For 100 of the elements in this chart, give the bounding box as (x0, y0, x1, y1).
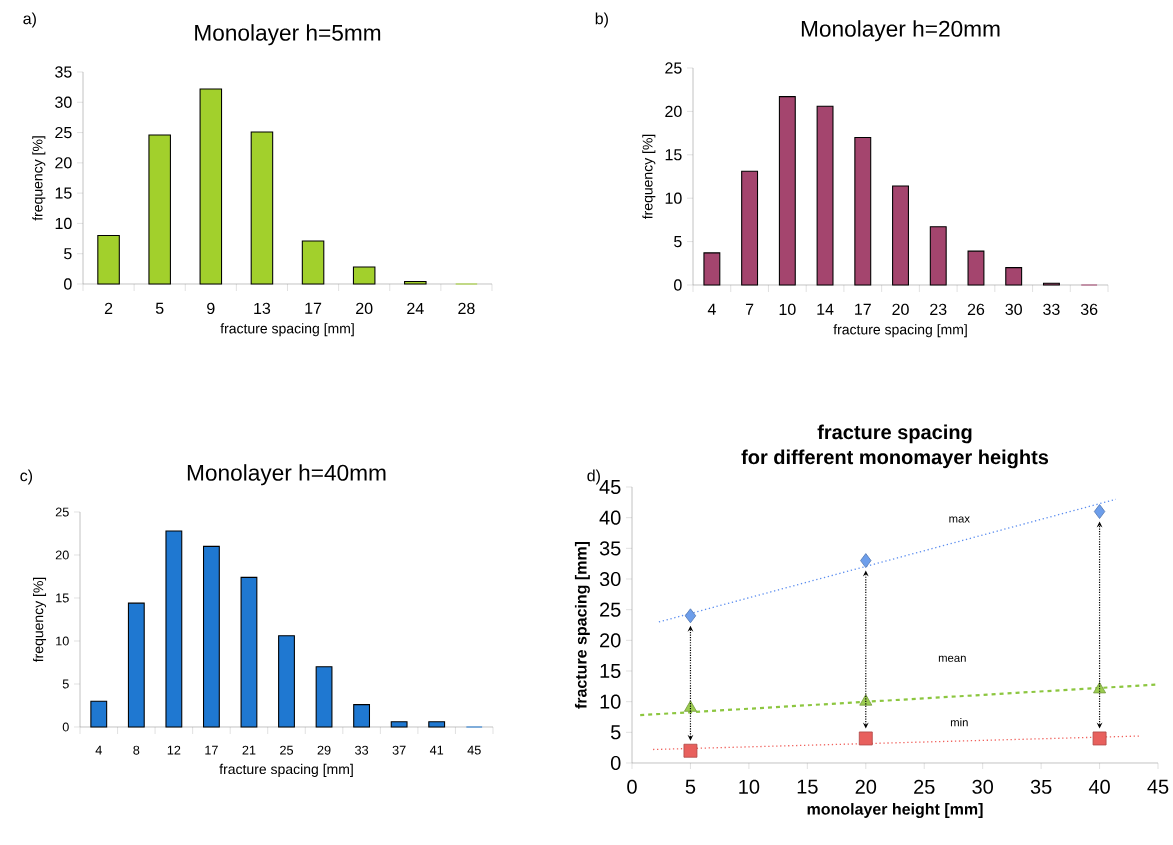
y-axis-title: frequency [%] (33, 577, 47, 663)
y-tick-label: 20 (665, 105, 682, 118)
x-axis-title: fracture spacing [mm] (220, 323, 354, 337)
x-tick-label: 26 (967, 303, 985, 316)
text: mean (938, 655, 966, 662)
point (860, 553, 872, 568)
chart-title: fracture spacing (817, 424, 972, 444)
x-tick-label: 25 (280, 745, 294, 755)
y-tick-label: 0 (610, 755, 621, 771)
x-tick-label: 20 (892, 303, 909, 316)
y-tick-label: 25 (55, 507, 69, 517)
text: a) (23, 12, 36, 28)
x-tick-label: 4 (95, 745, 102, 755)
x-tick-label: 41 (429, 745, 444, 755)
bar (741, 170, 759, 286)
chart-title: Monolayer h=40mm (187, 464, 386, 486)
text: b) (595, 12, 608, 28)
y-tick-label: 35 (55, 66, 72, 78)
y-tick-label: 15 (600, 664, 621, 678)
x-tick-label: 17 (855, 303, 871, 315)
bar (315, 666, 333, 728)
x-tick-label: 8 (133, 745, 140, 755)
y-tick-label: 20 (55, 550, 69, 560)
point (858, 731, 873, 746)
point (1093, 682, 1107, 694)
y-tick-label: 20 (55, 157, 72, 169)
bar (353, 704, 371, 728)
bar (967, 250, 985, 286)
x-tick-label: 24 (407, 302, 424, 314)
x-tick-label: 30 (972, 779, 994, 794)
x-tick-label: 5 (685, 779, 696, 794)
y-tick-label: 10 (56, 636, 69, 646)
point (683, 743, 698, 758)
bar (404, 281, 427, 285)
x-tick-label: 45 (467, 745, 481, 755)
point (684, 608, 697, 624)
x-tick-label: 13 (254, 302, 271, 315)
y-axis-title: frequency [%] (642, 134, 656, 220)
series-label: min (950, 718, 968, 727)
point (683, 700, 697, 712)
bar (278, 635, 295, 728)
bar (929, 226, 947, 286)
bar (199, 88, 223, 285)
x-tick-label: 33 (1043, 303, 1060, 316)
point (859, 694, 873, 706)
bar (165, 530, 183, 728)
y-axis-title: frequency [%] (32, 136, 46, 221)
text: c) (20, 469, 33, 485)
y-tick-label: 15 (55, 187, 72, 199)
text: d) (587, 469, 600, 485)
y-tick-label: 25 (665, 62, 682, 74)
bar (352, 266, 376, 285)
x-tick-label: 28 (458, 302, 475, 315)
y-tick-label: 30 (55, 96, 72, 108)
chart-title: Monolayer h=5mm (195, 24, 381, 46)
y-tick-label: 5 (62, 679, 69, 689)
bar (703, 252, 721, 286)
bar (390, 721, 408, 728)
x-tick-label: 36 (1080, 303, 1098, 316)
x-tick-label: 20 (855, 779, 877, 794)
x-tick-label: 12 (167, 745, 181, 755)
bar (240, 576, 258, 728)
x-tick-label: 21 (242, 745, 256, 755)
x-tick-label: 0 (627, 779, 637, 794)
x-tick-label: 29 (317, 745, 331, 755)
y-tick-label: 5 (674, 236, 682, 248)
x-tick-label: 10 (779, 303, 796, 316)
point (1092, 731, 1107, 746)
x-tick-label: 37 (392, 745, 406, 755)
x-tick-label: 35 (1030, 779, 1052, 794)
bar (97, 235, 120, 285)
y-tick-label: 40 (599, 510, 621, 525)
y-tick-label: 0 (64, 278, 72, 290)
x-tick-label: 2 (104, 302, 113, 314)
x-tick-label: 5 (155, 302, 164, 314)
chart-title: Monolayer h=20mm (801, 20, 1000, 42)
bar (301, 240, 325, 285)
y-tick-label: 0 (674, 279, 682, 291)
x-tick-label: 45 (1147, 779, 1169, 794)
x-axis-title: fracture spacing [mm] (219, 763, 353, 777)
x-tick-label: 15 (797, 779, 818, 794)
bar (854, 136, 872, 286)
bar (428, 721, 446, 728)
x-tick-label: 30 (1005, 303, 1022, 316)
y-tick-label: 45 (599, 480, 621, 494)
series-label: max (949, 516, 970, 523)
x-tick-label: 17 (305, 302, 322, 314)
x-tick-label: 20 (356, 302, 373, 315)
x-tick-label: 40 (1088, 779, 1110, 794)
x-tick-label: 4 (707, 303, 716, 315)
y-tick-label: 10 (665, 192, 682, 204)
bar (127, 602, 145, 728)
y-tick-label: 10 (55, 217, 72, 230)
y-tick-label: 10 (600, 694, 621, 709)
x-tick-label: 14 (817, 303, 834, 315)
bar (778, 96, 796, 286)
x-tick-label: 10 (739, 779, 760, 794)
y-tick-label: 25 (55, 126, 72, 139)
x-tick-label: 33 (355, 745, 369, 755)
y-tick-label: 5 (610, 725, 621, 740)
